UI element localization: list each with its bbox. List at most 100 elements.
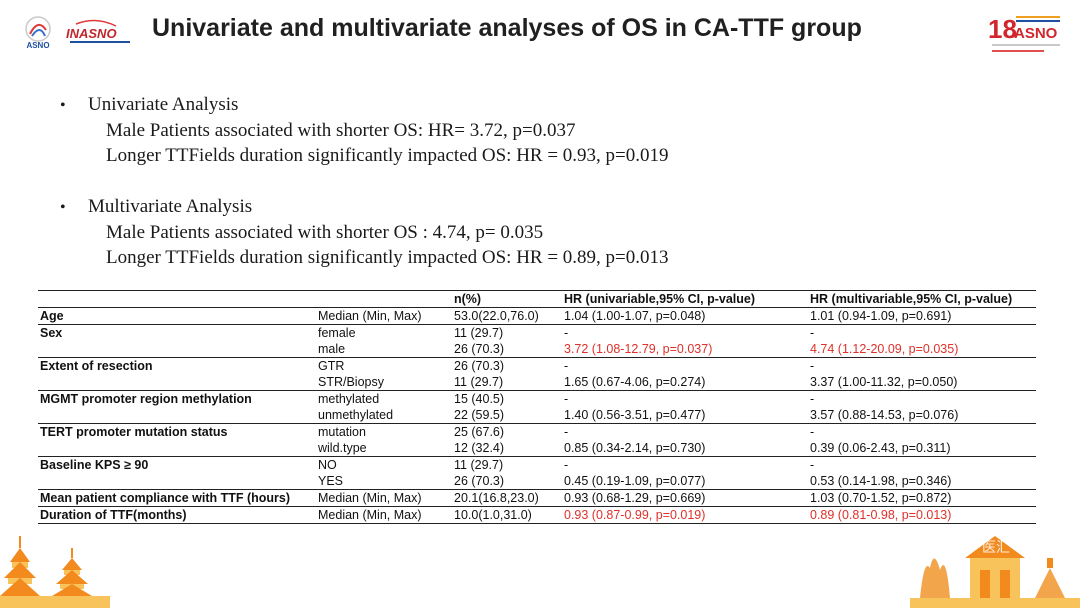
level-cell: YES — [318, 474, 344, 488]
n-cell: 15 (40.5) — [452, 390, 562, 407]
temple-decoration-left — [0, 536, 110, 608]
hr-multivariable-cell: 0.89 (0.81-0.98, p=0.013) — [808, 506, 1036, 524]
n-cell: 11 (29.7) — [452, 456, 562, 473]
n-cell: 22 (59.5) — [454, 408, 505, 422]
temple-decoration-right: 医汇 — [910, 536, 1080, 608]
hr-univariable-cell: 0.85 (0.34-2.14, p=0.730) — [564, 441, 706, 455]
variable-cell — [38, 341, 316, 358]
variable-cell: Mean patient compliance with TTF (hours) — [38, 489, 316, 507]
level-cell: female — [316, 324, 452, 341]
inasno-logo-text: INASNO — [66, 26, 117, 41]
table-header: HR (multivariable,95% CI, p-value) — [808, 290, 1036, 308]
table-row: unmethylated 22 (59.5) 1.40 (0.56-3.51, … — [38, 407, 1036, 424]
table-row: Extent of resection GTR 26 (70.3) - - — [38, 357, 1036, 374]
variable-cell: TERT promoter mutation status — [38, 423, 316, 440]
hr-multivariable-cell: 1.01 (0.94-1.09, p=0.691) — [810, 309, 952, 323]
hr-univariable-cell: 0.93 (0.68-1.29, p=0.669) — [562, 489, 808, 507]
n-cell: 26 (70.3) — [452, 341, 562, 358]
watermark-text: 医汇 — [982, 540, 1010, 556]
bullet-line: Male Patients associated with shorter OS… — [106, 120, 576, 141]
variable-cell — [38, 407, 316, 424]
asno-logo: ASNO — [25, 16, 51, 50]
variable-cell: Baseline KPS ≥ 90 — [38, 456, 316, 473]
hr-univariable-cell: 3.72 (1.08-12.79, p=0.037) — [562, 341, 808, 358]
n-cell: 12 (32.4) — [454, 441, 505, 455]
n-cell: 11 (29.7) — [452, 324, 562, 341]
level-cell: wild.type — [318, 441, 367, 455]
bullet-dot-icon: • — [60, 97, 66, 114]
bullet-line: Male Patients associated with shorter OS… — [106, 222, 544, 243]
level-cell: methylated — [316, 390, 452, 407]
variable-cell: Age — [40, 309, 64, 323]
level-cell: mutation — [316, 423, 452, 440]
level-cell: Median (Min, Max) — [316, 489, 452, 507]
18th-logo-text: ASNO — [1014, 25, 1058, 42]
level-cell: STR/Biopsy — [318, 375, 384, 389]
n-cell: 25 (67.6) — [452, 423, 562, 440]
table-row: Duration of TTF(months) Median (Min, Max… — [38, 506, 1036, 524]
os-analysis-table: n(%) HR (univariable,95% CI, p-value) HR… — [38, 290, 1036, 524]
level-cell: unmethylated — [318, 408, 394, 422]
hr-multivariable-cell: - — [808, 390, 1036, 407]
hr-univariable-cell: 1.04 (1.00-1.07, p=0.048) — [564, 309, 706, 323]
hr-multivariable-cell: 3.37 (1.00-11.32, p=0.050) — [810, 375, 958, 389]
18th-asno-logo: 18 ASNO — [988, 14, 1060, 52]
hr-multivariable-cell: - — [808, 324, 1036, 341]
bullet-heading: Univariate Analysis — [88, 94, 239, 115]
bullet-heading: Multivariate Analysis — [88, 196, 253, 217]
hr-univariable-cell: - — [562, 390, 808, 407]
hr-univariable-cell: - — [562, 357, 808, 374]
bullet-line: Longer TTFields duration significantly i… — [106, 247, 669, 268]
hr-univariable-cell: - — [562, 423, 808, 440]
level-cell: Median (Min, Max) — [318, 309, 422, 323]
hr-univariable-cell: 0.93 (0.87-0.99, p=0.019) — [562, 506, 808, 524]
hr-univariable-cell: - — [562, 324, 808, 341]
level-cell: Median (Min, Max) — [316, 506, 452, 524]
n-cell: 53.0(22.0,76.0) — [454, 309, 539, 323]
variable-cell: Duration of TTF(months) — [38, 506, 316, 524]
hr-multivariable-cell: - — [808, 456, 1036, 473]
hr-multivariable-cell: 1.03 (0.70-1.52, p=0.872) — [808, 489, 1036, 507]
analysis-summary: • Univariate Analysis Male Patients asso… — [60, 92, 960, 270]
variable-cell — [38, 473, 316, 490]
univariate-bullet: • Univariate Analysis Male Patients asso… — [60, 92, 960, 168]
n-cell: 26 (70.3) — [452, 357, 562, 374]
table-row: Baseline KPS ≥ 90 NO 11 (29.7) - - — [38, 456, 1036, 473]
hr-univariable-cell: 0.45 (0.19-1.09, p=0.077) — [564, 474, 706, 488]
table-header: n(%) — [452, 290, 562, 308]
table-row: Age Median (Min, Max) 53.0(22.0,76.0) 1.… — [38, 308, 1036, 325]
table-row: wild.type 12 (32.4) 0.85 (0.34-2.14, p=0… — [38, 440, 1036, 457]
slide-title: Univariate and multivariate analyses of … — [152, 14, 862, 42]
bullet-dot-icon: • — [60, 199, 66, 216]
hr-multivariable-cell: - — [808, 423, 1036, 440]
inasno-logo: INASNO — [66, 19, 130, 43]
table-row: TERT promoter mutation status mutation 2… — [38, 423, 1036, 440]
variable-cell: Extent of resection — [38, 357, 316, 374]
level-cell: GTR — [316, 357, 452, 374]
n-cell: 10.0(1.0,31.0) — [452, 506, 562, 524]
table-row: male 26 (70.3) 3.72 (1.08-12.79, p=0.037… — [38, 341, 1036, 358]
hr-multivariable-cell: 0.53 (0.14-1.98, p=0.346) — [810, 474, 952, 488]
hr-univariable-cell: 1.40 (0.56-3.51, p=0.477) — [564, 408, 706, 422]
table-row: Mean patient compliance with TTF (hours)… — [38, 489, 1036, 507]
n-cell: 11 (29.7) — [454, 375, 504, 389]
variable-cell — [38, 374, 316, 391]
level-cell: male — [316, 341, 452, 358]
variable-cell: MGMT promoter region methylation — [38, 390, 316, 407]
hr-univariable-cell: 1.65 (0.67-4.06, p=0.274) — [564, 375, 706, 389]
table-row: Sex female 11 (29.7) - - — [38, 324, 1036, 341]
variable-cell — [38, 440, 316, 457]
18th-logo-number: 18 — [988, 14, 1017, 44]
n-cell: 20.1(16.8,23.0) — [452, 489, 562, 507]
asno-logo-text: ASNO — [26, 41, 49, 50]
table-row: MGMT promoter region methylation methyla… — [38, 390, 1036, 407]
hr-multivariable-cell: - — [808, 357, 1036, 374]
table-header: HR (univariable,95% CI, p-value) — [562, 290, 808, 308]
level-cell: NO — [316, 456, 452, 473]
table-header — [38, 290, 316, 308]
table-header-row: n(%) HR (univariable,95% CI, p-value) HR… — [38, 290, 1036, 308]
hr-multivariable-cell: 3.57 (0.88-14.53, p=0.076) — [810, 408, 959, 422]
bullet-line: Longer TTFields duration significantly i… — [106, 145, 669, 166]
variable-cell: Sex — [38, 324, 316, 341]
table-row: YES 26 (70.3) 0.45 (0.19-1.09, p=0.077) … — [38, 473, 1036, 490]
